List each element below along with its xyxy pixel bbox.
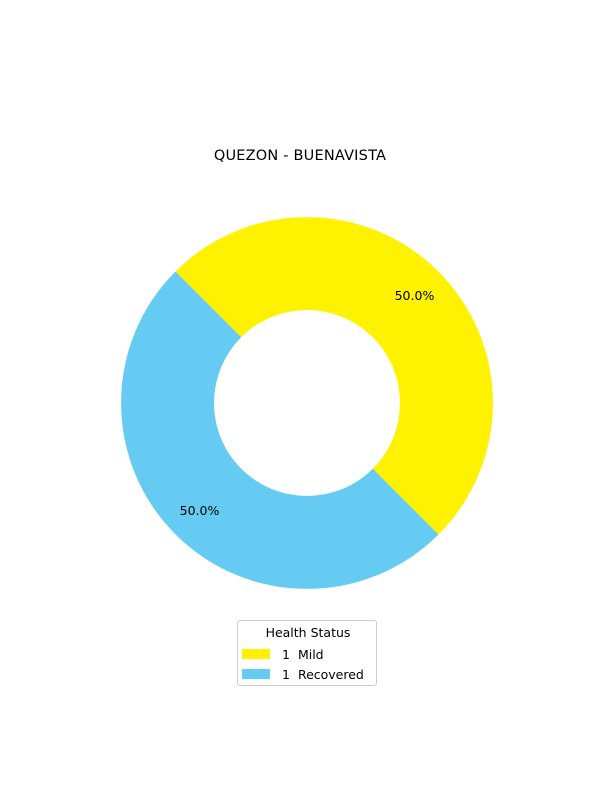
legend-label: Mild [297,646,324,662]
slice-percent-label: 50.0% [180,503,220,518]
slice-percent-label: 50.0% [395,288,435,303]
legend-count: 1 [282,646,290,662]
legend-swatch-mild [242,649,270,659]
legend: Health Status 1 Mild 1 Recovered [237,620,377,686]
legend-label: Recovered [297,666,364,682]
legend-item-recovered: 1 Recovered [242,666,364,682]
legend-title: Health Status [265,625,351,640]
donut-slice-mild [175,217,493,535]
legend-swatch-recovered [242,669,270,679]
chart-title: QUEZON - BUENAVISTA [213,148,387,164]
legend-count: 1 [282,666,290,682]
donut-slice-recovered [121,271,439,589]
legend-item-mild: 1 Mild [242,646,324,662]
